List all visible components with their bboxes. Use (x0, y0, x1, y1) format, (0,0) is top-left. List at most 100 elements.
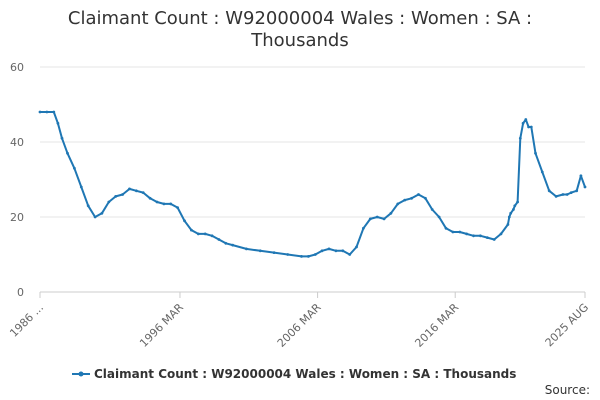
data-point (485, 236, 489, 240)
data-point (327, 247, 331, 251)
source-label: Source: (545, 383, 590, 397)
data-point (341, 249, 345, 253)
data-point (121, 193, 124, 196)
x-tick-label: 2006 MAR (275, 301, 324, 350)
data-point (509, 211, 513, 215)
data-point (141, 191, 145, 195)
data-point (430, 208, 434, 211)
data-point (516, 200, 519, 204)
data-point (258, 249, 262, 253)
data-point (79, 185, 83, 189)
x-tick-label: 2016 MAR (412, 301, 461, 350)
data-point (513, 204, 517, 208)
data-point (73, 166, 76, 170)
data-point (300, 255, 303, 258)
data-point (521, 121, 525, 125)
data-point (518, 136, 522, 140)
x-tick-label: 2025 AUG (543, 301, 592, 350)
data-point (534, 151, 537, 155)
legend-label: Claimant Count : W92000004 Wales : Women… (94, 367, 516, 381)
x-axis-ticks: 1986 ... 1996 MAR 2006 MAR 2016 MAR 2025 AUG (7, 292, 591, 350)
chart-title-line-2: Thousands (250, 30, 348, 51)
data-point (93, 215, 97, 219)
data-point (506, 223, 510, 226)
data-point (190, 228, 193, 232)
data-point (524, 118, 528, 121)
plot-area (38, 110, 587, 258)
data-point (114, 195, 118, 198)
data-point (396, 202, 400, 206)
data-point (313, 253, 317, 256)
data-point (176, 206, 180, 210)
data-point (499, 232, 503, 236)
data-point (569, 191, 573, 195)
data-point (203, 232, 207, 236)
gridlines (40, 66, 585, 293)
data-point (579, 174, 583, 178)
data-point (66, 151, 69, 155)
data-point (417, 193, 420, 196)
y-axis-ticks: 0 20 40 60 (10, 61, 24, 299)
y-tick-label: 20 (10, 211, 24, 224)
data-point (355, 245, 358, 249)
data-point (86, 204, 90, 208)
data-point (169, 202, 173, 206)
data-point (451, 230, 455, 234)
data-point (507, 215, 511, 219)
data-point (217, 238, 221, 241)
data-point (472, 234, 475, 238)
data-point (272, 251, 276, 255)
data-point (444, 226, 448, 230)
data-point (348, 253, 352, 256)
data-point (382, 217, 386, 221)
data-point (334, 249, 338, 253)
data-point (479, 234, 482, 238)
data-point (107, 200, 111, 204)
legend[interactable]: Claimant Count : W92000004 Wales : Women… (72, 367, 516, 381)
data-point (128, 187, 131, 191)
data-point (60, 136, 64, 140)
data-point (307, 255, 310, 258)
data-point (162, 202, 166, 206)
data-point (458, 230, 462, 234)
data-point (320, 249, 324, 253)
data-point (492, 238, 496, 241)
data-point (375, 215, 379, 219)
data-point (148, 196, 152, 200)
data-point (403, 198, 407, 202)
chart-title-line-1: Claimant Count : W92000004 Wales : Women… (68, 8, 532, 29)
data-point (100, 211, 104, 215)
data-point (465, 232, 468, 236)
data-point (575, 189, 579, 193)
legend-marker-icon (78, 371, 84, 377)
data-point (52, 110, 56, 114)
data-point (286, 253, 290, 256)
data-point (561, 193, 565, 196)
data-point (389, 211, 393, 215)
data-point (368, 217, 372, 221)
data-point (554, 195, 558, 198)
data-point (231, 243, 235, 247)
data-point (424, 196, 427, 200)
data-point (540, 170, 544, 174)
data-point (183, 219, 186, 223)
data-point (224, 241, 228, 245)
data-point (527, 125, 530, 129)
data-point (437, 215, 441, 219)
series-line (40, 111, 586, 258)
data-point (583, 185, 587, 189)
y-tick-label: 60 (10, 61, 24, 74)
x-tick-label: 1986 ... (7, 301, 46, 340)
data-point (547, 189, 551, 193)
data-point (565, 193, 569, 196)
data-point (38, 110, 42, 114)
data-point (529, 125, 533, 129)
data-point (512, 208, 515, 211)
data-point (410, 196, 413, 200)
data-point (196, 232, 200, 236)
data-point (210, 234, 214, 238)
x-tick-label: 1996 MAR (137, 301, 186, 350)
data-point (56, 121, 60, 125)
data-point (45, 110, 49, 114)
